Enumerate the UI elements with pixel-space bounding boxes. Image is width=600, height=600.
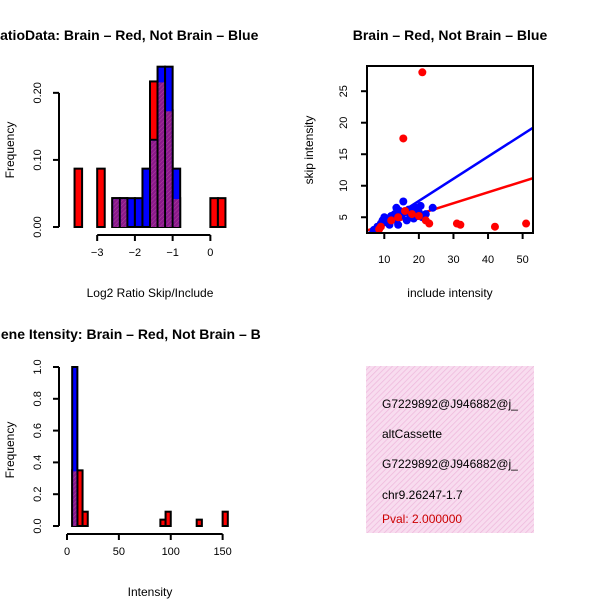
intensity-chart-title: Gene Itensity: Brain – Red, Not Brain – … bbox=[0, 326, 261, 342]
y-tick-label: 1.0 bbox=[32, 359, 44, 374]
y-tick-label: 0.0 bbox=[32, 518, 44, 533]
x-tick-label: 50 bbox=[113, 546, 125, 558]
scatter-point-brain bbox=[522, 219, 531, 228]
x-tick-label: 10 bbox=[378, 254, 390, 266]
x-tick-label: 30 bbox=[447, 254, 459, 266]
scatter-point-brain bbox=[418, 68, 427, 77]
intensity-x-axis-label: Intensity bbox=[128, 585, 173, 599]
scatter-x-axis-label: include intensity bbox=[407, 286, 492, 300]
scatter-point-brain bbox=[387, 216, 396, 225]
histogram-bar-brain bbox=[81, 510, 89, 528]
scatter-point-brain bbox=[394, 213, 403, 222]
scatter-point-brain bbox=[399, 134, 408, 143]
histogram-bar-not-brain bbox=[126, 197, 136, 228]
intensity-histogram bbox=[71, 366, 229, 528]
x-tick-label: 150 bbox=[213, 546, 231, 558]
y-tick-label: 5 bbox=[338, 214, 350, 220]
scatter-plot-frame bbox=[366, 65, 534, 234]
scatter-point-not-brain bbox=[399, 197, 408, 206]
histogram-bar-overlap bbox=[73, 471, 77, 526]
y-tick-label: 25 bbox=[338, 85, 350, 97]
scatter-point-not-brain bbox=[394, 220, 403, 229]
scatter-point-brain bbox=[414, 211, 423, 220]
histogram-bar-brain bbox=[216, 197, 227, 228]
x-tick-label: 0 bbox=[64, 546, 70, 558]
info-box bbox=[366, 366, 534, 533]
histogram-bar-not-brain bbox=[141, 167, 151, 228]
histogram-bar-brain bbox=[209, 197, 219, 228]
ratio-x-axis-label: Log2 Ratio Skip/Include bbox=[87, 286, 214, 300]
x-tick-label: −2 bbox=[129, 247, 142, 259]
intensity-y-axis-label: Frequency bbox=[3, 422, 17, 479]
intensity-axes: 0 50 100 150 0.0 0.2 0.4 0.6 0.8 1.0 bbox=[32, 359, 232, 558]
scatter-point-brain bbox=[375, 225, 384, 233]
x-tick-label: −1 bbox=[166, 247, 179, 259]
y-tick-label: 0.4 bbox=[32, 455, 44, 470]
histogram-bar-brain bbox=[164, 510, 172, 528]
y-tick-label: 0.2 bbox=[32, 487, 44, 502]
scatter-point-brain bbox=[456, 220, 465, 229]
scatter-chart-title: Brain – Red, Not Brain – Blue bbox=[353, 27, 548, 43]
y-tick-label: 0.8 bbox=[32, 391, 44, 406]
info-line-4: chr9.26247-1.7 bbox=[382, 488, 463, 502]
scatter-point-brain bbox=[401, 206, 410, 215]
y-tick-label: 0.10 bbox=[32, 149, 44, 170]
x-tick-label: −3 bbox=[91, 247, 104, 259]
histogram-bar-overlap bbox=[151, 140, 157, 227]
ratio-y-axis-label: Frequency bbox=[3, 122, 17, 179]
histogram-bar-overlap bbox=[120, 199, 127, 227]
scatter-point-not-brain bbox=[416, 201, 425, 210]
y-tick-label: 20 bbox=[338, 117, 350, 129]
scatter-point-not-brain bbox=[421, 210, 430, 219]
histogram-bar-overlap bbox=[158, 82, 165, 227]
scatter-y-axis-label: skip intensity bbox=[302, 116, 316, 185]
scatter-point-brain bbox=[421, 216, 430, 225]
info-line-1: G7229892@J946882@j_ bbox=[382, 397, 518, 411]
x-tick-label: 50 bbox=[517, 254, 529, 266]
pval-text: Pval: 2.000000 bbox=[382, 512, 462, 526]
histogram-bar-overlap bbox=[173, 199, 180, 227]
y-tick-label: 0.00 bbox=[32, 216, 44, 237]
scatter-plot-area bbox=[367, 68, 533, 233]
y-tick-label: 0.20 bbox=[32, 82, 44, 103]
y-tick-label: 10 bbox=[338, 180, 350, 192]
scatter-axes: 10 20 30 40 50 5 10 15 20 25 bbox=[338, 85, 529, 266]
scatter-point-brain bbox=[490, 222, 499, 231]
histogram-bar-brain bbox=[221, 510, 229, 528]
scatter-plot bbox=[367, 68, 533, 233]
histogram-bar-brain bbox=[73, 167, 84, 228]
histogram-bar-overlap bbox=[113, 199, 119, 227]
histogram-bar-not-brain bbox=[133, 197, 144, 228]
histogram-bar-overlap bbox=[166, 111, 172, 227]
scatter-point-brain bbox=[407, 210, 416, 219]
x-tick-label: 40 bbox=[482, 254, 494, 266]
x-tick-label: 0 bbox=[207, 247, 213, 259]
histogram-bar-brain bbox=[96, 167, 106, 228]
info-line-3: G7229892@J946882@j_ bbox=[382, 457, 518, 471]
histogram-bar-brain bbox=[195, 518, 203, 528]
ratio-axes: −3 −2 −1 0 0.00 0.10 0.20 bbox=[32, 82, 213, 259]
x-tick-label: 20 bbox=[413, 254, 425, 266]
y-tick-label: 15 bbox=[338, 148, 350, 160]
scatter-point-not-brain bbox=[428, 203, 437, 212]
info-line-2: altCassette bbox=[382, 427, 442, 441]
ratio-chart-title: RatioData: Brain – Red, Not Brain – Blue bbox=[0, 27, 259, 43]
x-tick-label: 100 bbox=[162, 546, 180, 558]
y-tick-label: 0.6 bbox=[32, 423, 44, 438]
ratio-histogram bbox=[73, 65, 227, 229]
